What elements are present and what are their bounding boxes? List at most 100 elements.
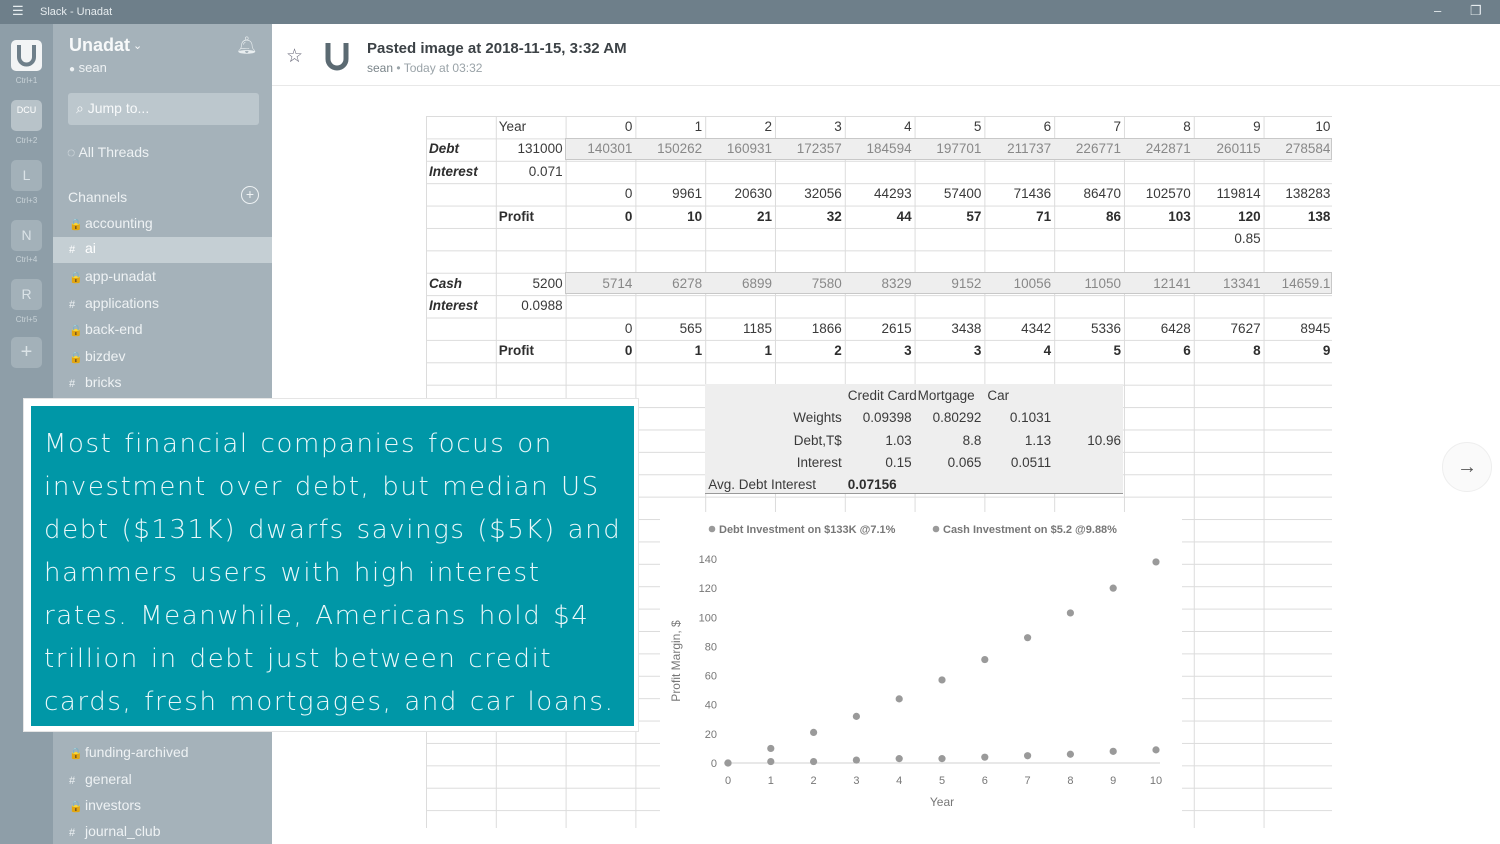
cash-profit-cell: 9 xyxy=(1322,343,1331,358)
add-workspace-button[interactable]: + xyxy=(11,337,42,368)
chart-legend: Debt Investment on $133K @7.1% Cash Inves… xyxy=(708,524,1117,536)
debt-profit-cell: 57 xyxy=(966,208,982,224)
caption-panel: Most financial companies focus on invest… xyxy=(31,406,634,726)
workspace-shortcut: Ctrl+4 xyxy=(15,255,38,264)
channel-name: applications xyxy=(85,295,159,311)
debt-series-point xyxy=(767,744,775,753)
channel-name: funding-archived xyxy=(85,744,189,760)
y-tick-label: 40 xyxy=(705,700,717,712)
cash-series-point xyxy=(810,757,818,766)
sidebar-item-general[interactable]: # general xyxy=(53,768,272,794)
lock-icon: 🔒 xyxy=(69,748,83,760)
cash-profit-cell: 8 xyxy=(1253,343,1261,358)
x-tick-label: 3 xyxy=(853,775,859,787)
bell-icon[interactable]: 🔔︎ xyxy=(236,36,258,55)
debt-gain-cell: 57400 xyxy=(943,186,982,202)
mix-table-shade xyxy=(705,384,1123,494)
debt-balance-cell: 184594 xyxy=(866,141,912,157)
debt-interest-cell: 0.071 xyxy=(528,163,563,179)
sidebar-item-bricks[interactable]: # bricks xyxy=(53,371,272,397)
workspace-shortcut: Ctrl+1 xyxy=(15,76,38,85)
weight-cell: 0.80292 xyxy=(932,410,982,426)
weight-cell: 0.1031 xyxy=(1009,410,1052,426)
avg-debt-interest-label: Avg. Debt Interest xyxy=(708,477,816,493)
sidebar-item-ai[interactable]: # ai xyxy=(53,237,272,263)
channel-name: back-end xyxy=(85,321,143,337)
debt-profit-cell: 120 xyxy=(1238,208,1261,224)
weight-cell: 0.09398 xyxy=(862,410,912,426)
workspace-l[interactable]: L xyxy=(11,160,42,191)
workspace-shortcut: Ctrl+5 xyxy=(15,315,38,324)
channels-heading[interactable]: Channels xyxy=(68,189,128,205)
chart-axes: 0 1 2 3 4 5 6 7 8 9 10020406080100120140YearProfit… xyxy=(669,554,1162,809)
sidebar-item-investors[interactable]: 🔒 investors xyxy=(53,794,272,820)
cash-profit-cell: 2 xyxy=(834,343,842,358)
file-author[interactable]: sean xyxy=(367,61,394,75)
sidebar-item-accounting[interactable]: 🔒 accounting xyxy=(53,212,272,238)
cash-profit-cell: 1 xyxy=(694,343,703,358)
debt-series-point xyxy=(810,728,818,736)
cash-gain-cell: 7627 xyxy=(1230,320,1261,336)
team-name[interactable]: Unadat xyxy=(69,35,131,55)
year-cell: 10 xyxy=(1315,119,1331,134)
cash-series-point xyxy=(938,755,946,763)
debt-gain-cell: 0 xyxy=(624,186,633,202)
legend-label: Cash Investment on $5.2 @9.88% xyxy=(943,524,1117,536)
debt-profit-cell: 10 xyxy=(687,208,703,224)
sidebar-item-funding-archived[interactable]: 🔒 funding-archived xyxy=(53,741,272,767)
workspace-dcu[interactable]: DCU xyxy=(11,100,42,131)
magnet-logo-icon xyxy=(17,45,36,67)
y-tick-label: 120 xyxy=(699,583,717,595)
x-tick-label: 1 xyxy=(768,775,774,787)
restore-button[interactable]: ❐ xyxy=(1470,3,1482,18)
current-user[interactable]: ● sean xyxy=(69,60,107,75)
sidebar-item-applications[interactable]: # applications xyxy=(53,292,272,318)
legend-marker xyxy=(708,525,716,533)
sidebar-item-back-end[interactable]: 🔒 back-end xyxy=(53,318,272,344)
cash-profit-cell: 1 xyxy=(764,343,772,358)
workspace-shortcut: Ctrl+2 xyxy=(15,136,38,145)
hamburger-menu-icon[interactable]: ☰ xyxy=(12,3,24,18)
cash-profit-cell: 5 xyxy=(1113,343,1121,358)
jump-to-input[interactable]: ⌕ Jump to... xyxy=(68,93,259,125)
channel-name: bizdev xyxy=(85,348,126,364)
threads-icon: ◌ xyxy=(67,144,76,160)
debt-balance-cell: 197701 xyxy=(936,141,982,157)
mix-interest-cell: 0.0511 xyxy=(1010,455,1052,470)
meta-separator: • xyxy=(396,61,404,75)
debt-gain-cell: 102570 xyxy=(1145,186,1191,202)
sidebar-item-journal-club[interactable]: # journal_club xyxy=(53,820,272,844)
minimize-button[interactable]: – xyxy=(1434,3,1442,18)
workspace-shortcut: Ctrl+3 xyxy=(15,196,38,205)
star-icon[interactable]: ☆ xyxy=(286,46,304,67)
debt-profit-cell: 0 xyxy=(624,208,633,224)
cash-balance-cell: 9152 xyxy=(951,275,982,291)
y-tick-label: 80 xyxy=(705,641,717,653)
channel-name: app-unadat xyxy=(85,268,156,284)
debt-profit-cell: 138 xyxy=(1307,208,1331,224)
y-axis-title: Profit Margin, $ xyxy=(669,620,683,702)
year-label: Year xyxy=(498,119,527,134)
workspace-n[interactable]: N xyxy=(11,220,42,251)
year-cell: 9 xyxy=(1253,119,1261,134)
sidebar-item-bizdev[interactable]: 🔒 bizdev xyxy=(53,345,272,371)
all-threads-label: All Threads xyxy=(78,144,150,160)
next-file-button[interactable]: → xyxy=(1442,442,1492,492)
jump-placeholder: Jump to... xyxy=(87,100,150,116)
cash-gain-cell: 2615 xyxy=(881,320,912,336)
profit-label: Profit xyxy=(498,208,535,224)
y-tick-label: 60 xyxy=(705,671,717,683)
cash-balance-cell: 7580 xyxy=(811,275,842,291)
cash-gain-cell: 1866 xyxy=(811,320,842,336)
hash-icon: # xyxy=(69,244,76,256)
workspace-unadat[interactable] xyxy=(11,40,42,71)
lock-icon: 🔒 xyxy=(69,352,83,364)
add-channel-icon[interactable]: + xyxy=(241,186,259,204)
all-threads-link[interactable]: ◌ All Threads xyxy=(67,144,149,160)
debt-gain-cell: 71436 xyxy=(1013,186,1052,202)
debt-gain-cell: 20630 xyxy=(734,186,772,202)
workspace-r[interactable]: R xyxy=(11,279,42,310)
channel-name: journal_club xyxy=(85,823,161,839)
sidebar-item-app-unadat[interactable]: 🔒 app-unadat xyxy=(53,265,272,291)
chevron-down-icon[interactable]: ⌄ xyxy=(133,40,143,52)
